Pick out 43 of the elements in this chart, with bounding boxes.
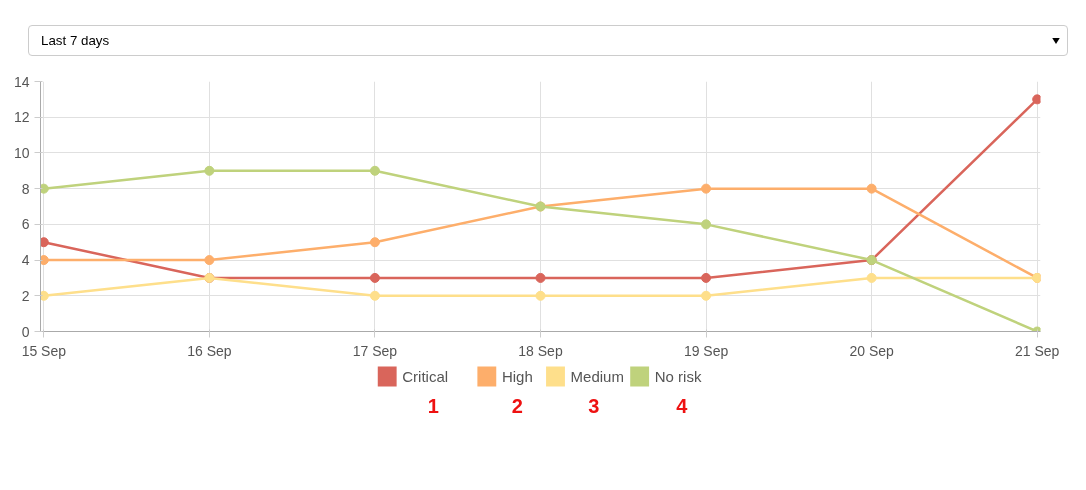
legend-label: High <box>501 368 533 386</box>
y-tick-label: 12 <box>13 109 30 126</box>
point <box>204 165 215 176</box>
x-tick-label: 15 Sep <box>21 342 67 359</box>
x-tick-label: 17 Sep <box>352 342 398 359</box>
point <box>369 165 380 176</box>
point <box>701 290 712 301</box>
point <box>1032 94 1041 105</box>
x-tick-label: 16 Sep <box>187 342 232 359</box>
text: 2 <box>511 394 523 417</box>
y-tick-label: 4 <box>21 252 30 269</box>
point <box>40 255 49 266</box>
point <box>369 290 380 301</box>
point <box>535 290 546 301</box>
point <box>866 273 877 284</box>
x-tick-label: 19 Sep <box>683 342 729 359</box>
point <box>535 273 546 284</box>
point <box>701 273 712 284</box>
y-tick-label: 6 <box>21 216 30 233</box>
x-tick-label: 20 Sep <box>849 342 895 359</box>
point <box>40 290 49 301</box>
point <box>866 183 877 194</box>
legend-label: Medium <box>570 368 624 386</box>
x-tick-label: 18 Sep <box>518 342 563 359</box>
point <box>204 255 215 266</box>
point <box>369 273 380 284</box>
point <box>701 219 712 230</box>
point <box>40 183 49 194</box>
y-tick-label: 2 <box>21 287 30 304</box>
y-tick-label: 8 <box>21 180 30 197</box>
x-tick-label: 21 Sep <box>1015 342 1060 359</box>
legend-label: Critical <box>402 368 449 386</box>
text: 3 <box>588 394 600 417</box>
point <box>40 237 49 248</box>
text: 4 <box>676 394 689 417</box>
y-tick-label: 10 <box>13 145 30 162</box>
point <box>369 237 380 248</box>
y-tick-label: 14 <box>13 73 30 90</box>
y-tick-label: 0 <box>21 323 30 340</box>
chart-subtitle: Last 7 days <box>28 25 1068 57</box>
point <box>701 183 712 194</box>
legend-label: No risk <box>654 368 702 386</box>
text: 1 <box>427 394 439 417</box>
